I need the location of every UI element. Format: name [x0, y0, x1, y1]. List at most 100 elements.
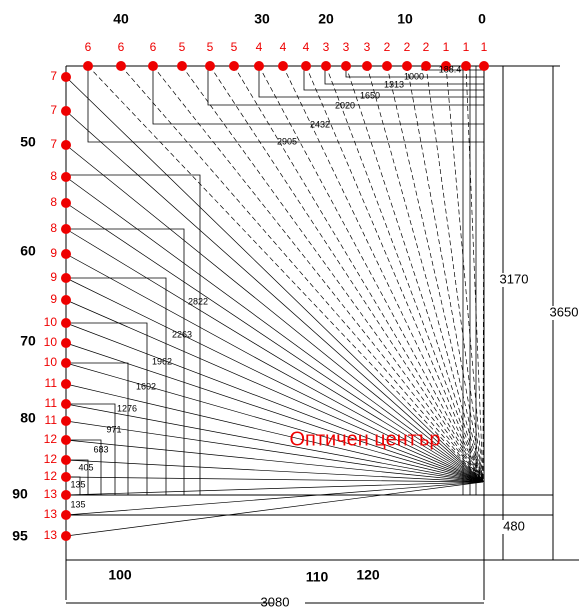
- point: [61, 416, 71, 426]
- point: [278, 61, 288, 71]
- point-label: 2: [404, 40, 411, 54]
- guide: [66, 228, 185, 495]
- point: [61, 249, 71, 259]
- scale-label: 20: [318, 11, 334, 27]
- guide: [66, 459, 89, 495]
- label-bg: [496, 273, 530, 287]
- dimension-label: 3080: [261, 594, 290, 609]
- ray: [445, 65, 484, 483]
- point: [382, 61, 392, 71]
- point-label: 8: [50, 195, 57, 209]
- ray: [209, 65, 484, 483]
- ray: [65, 144, 484, 483]
- point: [229, 61, 239, 71]
- point-label: 6: [118, 40, 125, 54]
- scale-label: 50: [20, 134, 36, 150]
- ray: [465, 65, 484, 483]
- ray: [233, 65, 484, 483]
- point-label: 1: [481, 40, 488, 54]
- point: [148, 61, 158, 71]
- point: [83, 61, 93, 71]
- scale-label: 30: [254, 11, 270, 27]
- point: [254, 61, 264, 71]
- distance-label: 2020: [335, 100, 355, 110]
- guide: [66, 439, 102, 495]
- ray: [181, 65, 484, 483]
- scale-label: 80: [20, 410, 36, 426]
- guide: [66, 174, 201, 495]
- ray: [482, 65, 485, 483]
- ray: [65, 202, 484, 483]
- label-bg: [273, 596, 305, 610]
- point-label: 13: [44, 487, 58, 501]
- point-label: 13: [44, 528, 58, 542]
- point: [61, 455, 71, 465]
- point-label: 12: [44, 469, 58, 483]
- ray: [282, 65, 484, 483]
- ray: [65, 481, 484, 516]
- distance-label: 2432: [310, 119, 330, 129]
- point: [61, 472, 71, 482]
- ray: [425, 65, 484, 483]
- guide: [207, 66, 484, 106]
- distance-label: 2822: [188, 296, 208, 306]
- distance-label: 135: [70, 479, 85, 489]
- point-label: 3: [343, 40, 350, 54]
- point-label: 10: [44, 315, 58, 329]
- distance-label: 1276: [117, 403, 137, 413]
- point-label: 9: [50, 246, 57, 260]
- distance-label: 188.4: [439, 64, 462, 74]
- point-label: 6: [150, 40, 157, 54]
- distance-label: 1000: [404, 71, 424, 81]
- guide: [66, 322, 148, 495]
- ray: [65, 420, 484, 483]
- distance-label: 683: [93, 444, 108, 454]
- ray: [366, 65, 484, 483]
- distance-label: 1962: [152, 356, 172, 366]
- scale-label: 60: [20, 243, 36, 259]
- point: [61, 106, 71, 116]
- point: [61, 224, 71, 234]
- point: [321, 61, 331, 71]
- scale-label: 40: [113, 11, 129, 27]
- ray: [65, 481, 484, 537]
- point-label: 7: [50, 69, 57, 83]
- guide: [324, 66, 484, 85]
- scale-label: 110: [306, 569, 329, 585]
- point-label: 2: [423, 40, 430, 54]
- ray: [65, 277, 484, 483]
- guide: [87, 66, 484, 143]
- point: [205, 61, 215, 71]
- ray: [65, 403, 484, 483]
- scale-label: 100: [108, 567, 132, 583]
- point-label: 5: [207, 40, 214, 54]
- ray: [65, 383, 484, 483]
- ray: [65, 228, 484, 483]
- ray: [65, 342, 484, 483]
- point: [61, 399, 71, 409]
- point-label: 1: [463, 40, 470, 54]
- point: [421, 61, 431, 71]
- point: [116, 61, 126, 71]
- ray: [65, 476, 484, 483]
- ray: [65, 322, 484, 483]
- scale-label: 0: [478, 11, 486, 27]
- point-label: 9: [50, 270, 57, 284]
- ray: [65, 253, 484, 483]
- distance-label: 2905: [277, 136, 297, 146]
- scale-label: 70: [20, 333, 36, 349]
- ray: [120, 65, 484, 483]
- point: [61, 198, 71, 208]
- ray: [65, 459, 484, 483]
- dimension-label: 480: [503, 518, 525, 533]
- point: [479, 61, 489, 71]
- center-label: Оптичен център: [289, 428, 440, 450]
- distance-label: 1650: [360, 90, 380, 100]
- point: [61, 273, 71, 283]
- point: [61, 140, 71, 150]
- point: [61, 72, 71, 82]
- point: [61, 172, 71, 182]
- point-label: 11: [45, 396, 58, 410]
- guide: [258, 66, 484, 98]
